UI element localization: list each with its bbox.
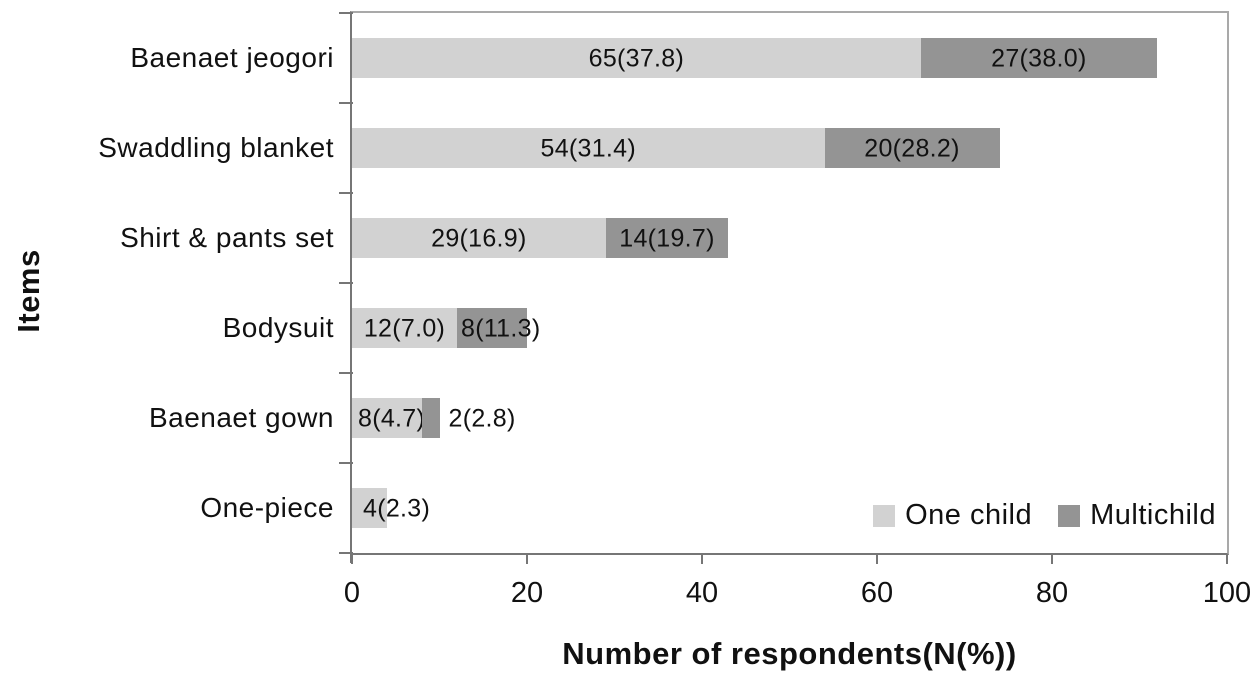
bar-segment-multichild: [920, 38, 1157, 78]
y-axis-tick: [339, 102, 353, 104]
x-axis-tick: [1051, 555, 1053, 564]
x-axis-tick: [351, 555, 353, 564]
category-label: Baenaet gown: [148, 402, 334, 433]
bar-data-label: 2(2.8): [448, 404, 516, 433]
category-label: Baenaet jeogori: [130, 42, 334, 73]
bar-data-label: 14(19.7): [619, 224, 715, 253]
plot-area: [350, 11, 1229, 555]
x-axis-tick-label: 60: [860, 577, 894, 609]
bar-segment-multichild: [457, 308, 527, 348]
bar-data-label: 8(11.3): [461, 314, 541, 343]
bar-segment-one-child: [352, 38, 921, 78]
x-axis-tick-label: 20: [510, 577, 544, 609]
x-axis-tick-label: 80: [1035, 577, 1069, 609]
legend-label: Multichild: [1090, 499, 1216, 531]
x-axis-title: Number of respondents(N(%)): [562, 636, 1017, 671]
y-axis-tick: [339, 372, 353, 374]
bar-segment-one-child: [352, 398, 422, 438]
bar-data-label: 8(4.7): [358, 404, 426, 433]
bar-data-label: 54(31.4): [540, 134, 637, 163]
legend-swatch-icon: [873, 504, 896, 527]
legend-entry: One child: [873, 499, 1032, 532]
x-axis-tick: [1226, 555, 1228, 564]
bar-segment-multichild: [422, 398, 440, 438]
x-axis-tick-label: 40: [685, 577, 719, 609]
x-axis-tick-label: 100: [1202, 577, 1252, 609]
y-axis-tick: [339, 282, 353, 284]
bar-data-label: 65(37.8): [588, 44, 685, 73]
bar-segment-one-child: [352, 218, 606, 258]
bar-data-label: 12(7.0): [363, 314, 446, 343]
category-label: Bodysuit: [222, 312, 334, 343]
y-axis-tick: [339, 552, 353, 554]
legend-swatch-icon: [1058, 504, 1081, 527]
legend: One child Multichild: [873, 499, 1216, 532]
category-label: Swaddling blanket: [98, 132, 334, 163]
y-axis-tick: [339, 12, 353, 14]
legend-entry: Multichild: [1058, 499, 1216, 532]
bar-segment-multichild: [605, 218, 729, 258]
bar-segment-one-child: [352, 308, 457, 348]
x-axis-tick: [526, 555, 528, 564]
x-axis-tick: [701, 555, 703, 564]
bar-data-label: 20(28.2): [864, 134, 960, 163]
x-axis-tick: [876, 555, 878, 564]
category-label: One-piece: [200, 492, 334, 523]
bar-segment-one-child: [352, 488, 387, 528]
bar-segment-one-child: [352, 128, 825, 168]
x-axis-tick-label: 0: [343, 577, 361, 609]
category-label: Shirt & pants set: [120, 222, 334, 253]
bar-data-label: 29(16.9): [431, 224, 527, 253]
y-axis-tick: [339, 462, 353, 464]
y-axis-tick: [339, 192, 353, 194]
legend-label: One child: [905, 499, 1033, 531]
bar-data-label: 27(38.0): [991, 44, 1087, 73]
bar-segment-multichild: [824, 128, 1000, 168]
bar-data-label: 4(2.3): [363, 494, 431, 523]
